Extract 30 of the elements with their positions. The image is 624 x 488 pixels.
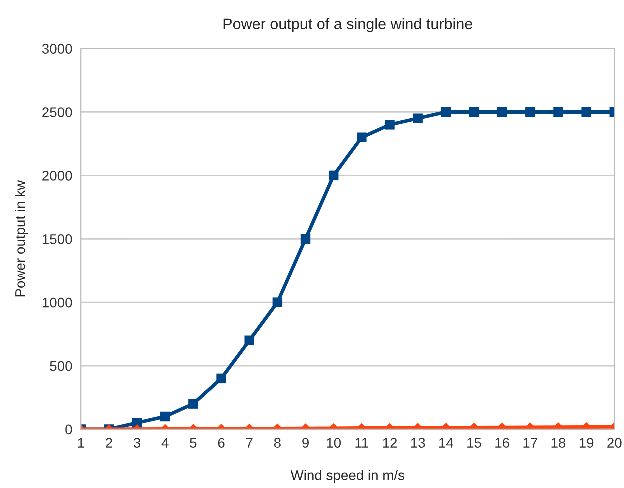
x-tick-label: 2	[106, 438, 112, 448]
y-tick-label: 2500	[42, 108, 72, 118]
y-tick-label: 1000	[42, 298, 72, 308]
x-tick-label: 9	[302, 438, 309, 448]
x-tick-label: 8	[274, 438, 281, 448]
x-tick-label: 6	[218, 438, 225, 448]
x-tick-label: 17	[524, 438, 538, 448]
x-tick-label: 16	[496, 438, 510, 448]
y-tick-label: 2000	[42, 171, 72, 181]
y-tick-label: 3000	[42, 44, 72, 54]
x-tick-label: 12	[383, 438, 398, 448]
x-tick-label: 20	[608, 438, 622, 448]
x-tick-label: 11	[356, 438, 368, 448]
x-tick-label: 1	[78, 438, 84, 448]
y-tick-label: 500	[50, 361, 72, 372]
x-tick-label: 7	[246, 438, 253, 448]
x-tick-label: 18	[552, 438, 566, 448]
x-tick-label: 14	[439, 438, 454, 448]
x-tick-label: 15	[468, 438, 482, 448]
x-tick-label: 19	[580, 438, 594, 448]
chart-title: Power output of a single wind turbine	[224, 18, 472, 33]
y-axis-title: Power output in kw	[15, 180, 28, 297]
x-tick-label: 10	[327, 438, 342, 448]
x-tick-label: 4	[162, 438, 169, 448]
y-tick-label: 0	[66, 424, 72, 435]
x-tick-label: 3	[134, 438, 141, 448]
x-tick-label: 5	[190, 438, 197, 448]
x-tick-label: 13	[411, 438, 426, 448]
y-tick-label: 1500	[42, 234, 72, 244]
x-axis-title: Wind speed in m/s	[290, 470, 405, 484]
